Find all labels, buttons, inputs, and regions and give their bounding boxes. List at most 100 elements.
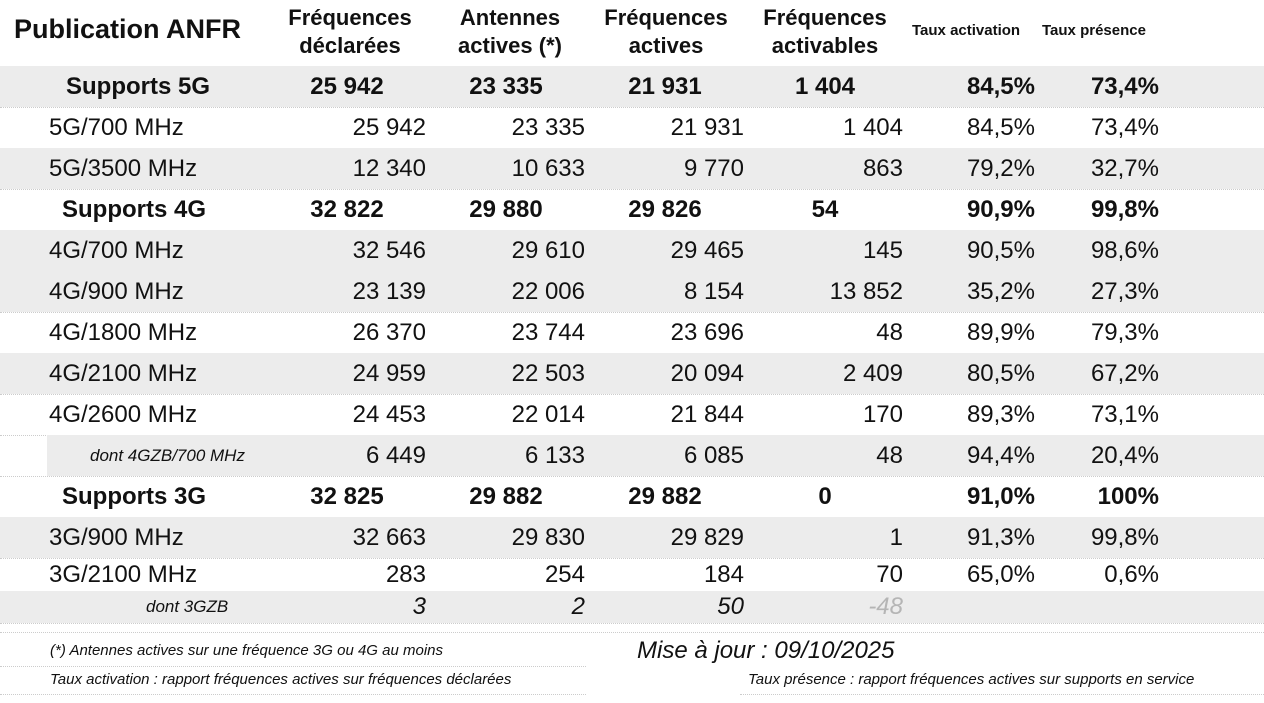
- header-antennes-actives: Antennes actives (*): [440, 4, 580, 60]
- row-label: 5G/3500 MHz: [49, 154, 198, 182]
- value-cell: 27,3%: [1090, 277, 1159, 305]
- value-cell: 80,5%: [966, 359, 1035, 387]
- value-cell: 254: [544, 560, 585, 588]
- value-cell: 50: [717, 593, 744, 620]
- row-label: 4G/2100 MHz: [49, 359, 198, 387]
- row-label: dont 3GZB: [146, 597, 229, 616]
- row-label: 4G/700 MHz: [49, 236, 184, 264]
- value-cell: 6 085: [683, 441, 744, 469]
- value-cell: 20 094: [670, 359, 744, 387]
- header-line: actives (*): [458, 33, 562, 58]
- value-cell: 48: [876, 441, 903, 469]
- value-cell: 20,4%: [1090, 441, 1159, 469]
- value-cell: 0: [818, 482, 832, 510]
- value-cell: 3: [412, 593, 426, 620]
- value-cell: 79,2%: [966, 154, 1035, 182]
- row-label: dont 4GZB/700 MHz: [90, 445, 245, 465]
- table-row: 4G/2600 MHz 24 453 22 014 21 844 170 89,3% 73,…: [0, 394, 1264, 436]
- value-cell: 1 404: [794, 72, 856, 100]
- value-cell: 91,3%: [966, 523, 1035, 551]
- value-cell: 29 882: [469, 482, 543, 510]
- table-row: Supports 3G 32 825 29 882 29 882 0 91,0% 100%: [0, 476, 1264, 518]
- header-taux-presence: Taux présence: [1042, 22, 1146, 39]
- table-row: 4G/900 MHz 23 139 22 006 8 154 13 852 35,2% 27…: [0, 271, 1264, 313]
- value-cell: 2 409: [842, 359, 903, 387]
- value-cell: 100%: [1097, 482, 1159, 510]
- value-cell: 29 882: [628, 482, 702, 510]
- value-cell: 79,3%: [1090, 318, 1159, 346]
- value-cell: 67,2%: [1090, 359, 1159, 387]
- value-cell: 0,6%: [1104, 560, 1159, 588]
- header-line: Antennes: [459, 5, 561, 30]
- value-cell: 170: [862, 400, 903, 428]
- value-cell: 22 014: [511, 400, 585, 428]
- value-cell: 84,5%: [966, 113, 1035, 141]
- value-cell: 13 852: [829, 277, 903, 305]
- value-cell: [999, 591, 1159, 623]
- table-row: dont 4GZB/700 MHz 6 449 6 133 6 085 48 94,4% 2…: [0, 435, 1264, 477]
- value-cell: 32 546: [352, 236, 426, 264]
- table-row: 4G/1800 MHz 26 370 23 744 23 696 48 89,9% 79,3…: [0, 312, 1264, 354]
- value-cell: 25 942: [310, 72, 384, 100]
- value-cell: 283: [385, 560, 426, 588]
- header-line: Fréquences: [604, 5, 728, 30]
- value-cell: 184: [703, 560, 744, 588]
- value-cell: 65,0%: [966, 560, 1035, 588]
- row-label: Supports 5G: [66, 72, 211, 100]
- footnote-antennes: (*) Antennes actives sur une fréquence 3…: [50, 642, 443, 659]
- header-line: activables: [771, 33, 879, 58]
- row-label: 4G/2600 MHz: [49, 400, 198, 428]
- value-cell: 29 880: [469, 195, 543, 223]
- value-cell: 48: [876, 318, 903, 346]
- value-cell: 90,9%: [966, 195, 1035, 223]
- row-label: 3G/900 MHz: [49, 523, 184, 551]
- header-frequences-declarees: Fréquences déclarées: [280, 4, 420, 60]
- value-cell: 99,8%: [1090, 195, 1159, 223]
- value-cell: 32 822: [310, 195, 384, 223]
- value-cell: 863: [862, 154, 903, 182]
- value-cell: 6 133: [524, 441, 585, 469]
- value-cell: 32 663: [352, 523, 426, 551]
- value-cell: 1: [889, 523, 903, 551]
- value-cell: 1 404: [842, 113, 903, 141]
- table-row: dont 3GZB 3 2 50 -48: [0, 591, 1264, 624]
- header-line: Fréquences: [763, 5, 887, 30]
- value-cell: 2: [571, 593, 585, 620]
- value-cell: 21 931: [670, 113, 744, 141]
- value-cell: 21 844: [670, 400, 744, 428]
- value-cell: 23 335: [469, 72, 543, 100]
- value-cell: 32,7%: [1090, 154, 1159, 182]
- value-cell: 73,4%: [1090, 113, 1159, 141]
- value-cell: 90,5%: [966, 236, 1035, 264]
- table-row: 4G/2100 MHz 24 959 22 503 20 094 2 409 80,5% 6…: [0, 353, 1264, 395]
- value-cell: 29 610: [511, 236, 585, 264]
- page-title: Publication ANFR: [14, 14, 241, 44]
- table-row: Supports 5G 25 942 23 335 21 931 1 404 84,5% 7…: [0, 66, 1264, 108]
- table-row: Supports 4G 32 822 29 880 29 826 54 90,9% 99,8…: [0, 189, 1264, 231]
- table-row: 5G/3500 MHz 12 340 10 633 9 770 863 79,2% 32,7…: [0, 148, 1264, 190]
- value-cell: 84,5%: [966, 72, 1035, 100]
- value-cell: 29 829: [670, 523, 744, 551]
- value-cell: 24 959: [352, 359, 426, 387]
- value-cell: 29 826: [628, 195, 702, 223]
- definition-taux-presence: Taux présence : rapport fréquences activ…: [748, 671, 1195, 688]
- value-cell: 29 830: [511, 523, 585, 551]
- value-cell: 9 770: [683, 154, 744, 182]
- value-cell: 25 942: [352, 113, 426, 141]
- value-cell: 73,1%: [1090, 400, 1159, 428]
- value-cell: 6 449: [365, 441, 426, 469]
- update-date: Mise à jour : 09/10/2025: [637, 637, 895, 664]
- table-row: 5G/700 MHz 25 942 23 335 21 931 1 404 84,5% 73…: [0, 107, 1264, 149]
- value-cell: 35,2%: [966, 277, 1035, 305]
- value-cell: 145: [862, 236, 903, 264]
- header-line: actives: [628, 33, 704, 58]
- value-cell: 10 633: [511, 154, 585, 182]
- row-label: 4G/1800 MHz: [49, 318, 198, 346]
- row-label: 5G/700 MHz: [49, 113, 184, 141]
- value-cell: -48: [868, 593, 903, 620]
- value-cell: 54: [811, 195, 839, 223]
- header-frequences-activables: Fréquences activables: [755, 4, 895, 60]
- value-cell: 91,0%: [966, 482, 1035, 510]
- value-cell: 21 931: [628, 72, 702, 100]
